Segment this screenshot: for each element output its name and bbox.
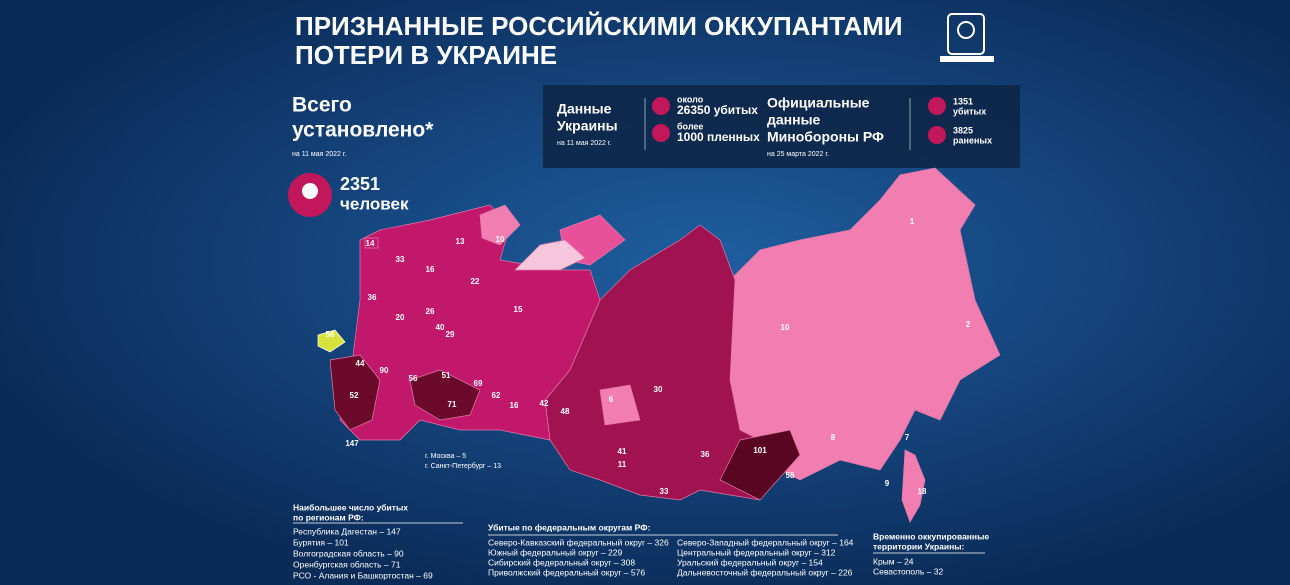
region-label: 36 [701, 450, 710, 459]
region-label: 33 [396, 255, 405, 264]
region-label: 16 [426, 265, 435, 274]
region-label: 7 [905, 433, 910, 442]
stat-value: 1351 [953, 96, 973, 106]
list-item: Дальневосточный федеральный округ – 226 [677, 567, 853, 577]
region-label: 44 [356, 359, 365, 368]
region-label: 26 [426, 307, 435, 316]
region-label: 8 [831, 433, 836, 442]
region-label: 13 [456, 237, 465, 246]
list-item: Уральский федеральный округ – 154 [677, 557, 823, 567]
region-label: 2 [966, 320, 971, 329]
region-label: 41 [618, 447, 627, 456]
list-item: Приволжский федеральный округ – 576 [488, 567, 645, 577]
region-label: 58 [786, 471, 795, 480]
list-item: Оренбургская область – 71 [293, 559, 401, 569]
region-label: 36 [368, 293, 377, 302]
region-label: 29 [446, 330, 455, 339]
region-label: 18 [918, 487, 927, 496]
list-item: Крым – 24 [873, 556, 914, 566]
region-label: 14 [366, 239, 375, 248]
region-label: 30 [654, 385, 663, 394]
list-item: РСО - Алания и Башкортостан – 69 [293, 570, 433, 580]
region-label: 16 [510, 401, 519, 410]
list-item: Бурятия – 101 [293, 537, 349, 547]
region-label: 48 [561, 407, 570, 416]
list-item: Сибирский федеральный округ – 308 [488, 557, 635, 567]
icons [652, 97, 946, 144]
region-label: 22 [471, 277, 480, 286]
region-label: 56 [409, 374, 418, 383]
stat-value: 3825 [953, 125, 973, 135]
region-label: 101 [753, 446, 767, 455]
region-label: 11 [618, 460, 627, 469]
region-label: 71 [448, 400, 457, 409]
list-title: Наибольшее число убитых [293, 502, 408, 512]
region-label: 147 [345, 439, 359, 448]
region-label: 15 [514, 305, 523, 314]
region-label: 69 [474, 379, 483, 388]
title: ПОТЕРИ В УКРАИНЕ [295, 40, 557, 70]
stat-value: 1000 пленных [677, 130, 760, 144]
region-label: 90 [380, 366, 389, 375]
region-label: 10 [781, 323, 790, 332]
region-label: 9 [885, 479, 890, 488]
date: на 25 марта 2022 г. [767, 151, 829, 158]
total-heading: Всего [292, 94, 352, 117]
russia-title: Минобороны РФ [767, 129, 884, 145]
logo [940, 13, 994, 62]
region-label: 6 [609, 395, 614, 404]
list-item: Волгоградская область – 90 [293, 548, 404, 558]
total-unit: человек [340, 194, 409, 213]
map [317, 167, 1001, 523]
total-heading: установлено* [292, 119, 434, 142]
list-title: Временно оккупированные [873, 531, 989, 541]
list-title: Убитые по федеральным округам РФ: [488, 522, 650, 532]
region-label: 51 [442, 371, 451, 380]
region-label: 42 [540, 399, 549, 408]
rule [293, 522, 985, 554]
list-item: Республика Дагестан – 147 [293, 526, 401, 536]
title: ПРИЗНАННЫЕ РОССИЙСКИМИ ОККУПАНТАМИ [295, 11, 903, 41]
stat-caption: более [677, 121, 703, 131]
city-note: г. Санкт-Петербург – 13 [425, 462, 501, 470]
list-title: территории Украины: [873, 541, 965, 551]
stat-value: 26350 убитых [677, 103, 758, 117]
list-item: Северо-Кавказский федеральный округ – 32… [488, 537, 669, 547]
region-label: 62 [492, 391, 501, 400]
skull-icon [302, 183, 318, 199]
list-item: Севастополь – 32 [873, 566, 943, 576]
date: на 11 мая 2022 г. [557, 140, 612, 147]
region-label: 10 [496, 235, 505, 244]
list-item: Южный федеральный округ – 229 [488, 547, 622, 557]
list-item: Центральный федеральный округ – 312 [677, 547, 836, 557]
stat-caption: около [677, 94, 704, 104]
list-title: по регионам РФ: [293, 512, 364, 522]
ukraine-title: Данные [557, 101, 612, 117]
region-label: 33 [660, 487, 669, 496]
city-note: г. Москва – 5 [425, 453, 466, 460]
region-label: 1 [910, 217, 915, 226]
stat-caption: раненых [953, 135, 992, 145]
ukraine-title: Украины [557, 118, 618, 134]
russia-title: Официальные [767, 95, 870, 111]
region-label: 40 [436, 323, 445, 332]
russia-title: данные [767, 112, 821, 128]
region-label: 52 [350, 391, 359, 400]
region-label: 20 [396, 313, 405, 322]
list-item: Северо-Западный федеральный округ – 164 [677, 537, 854, 547]
date: на 11 мая 2022 г. [292, 151, 347, 158]
stat-caption: убитых [953, 106, 986, 116]
region-label: 56 [326, 330, 335, 339]
total-count: 2351 [340, 174, 380, 194]
